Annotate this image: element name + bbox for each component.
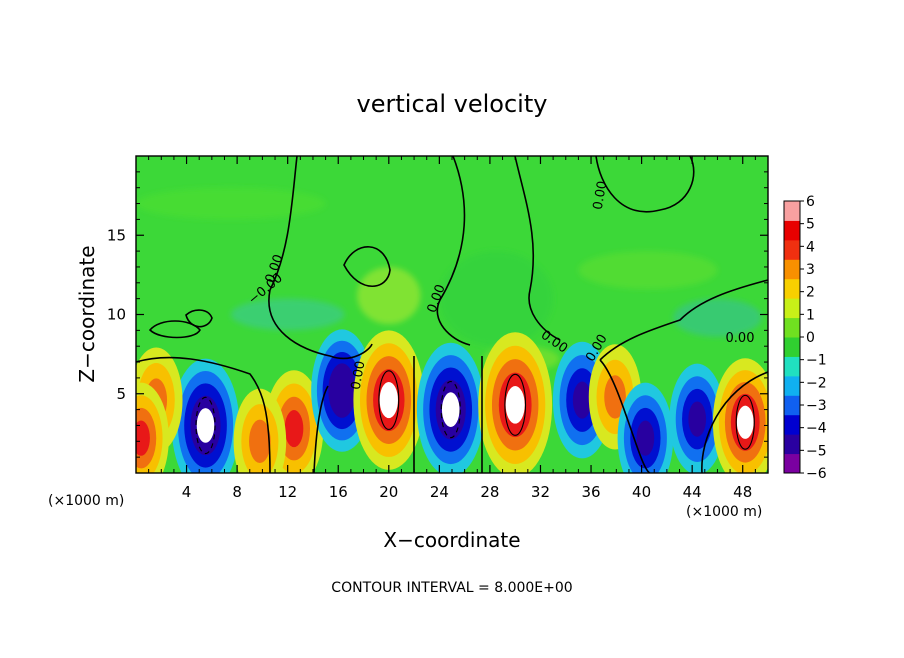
zero-contour — [595, 156, 695, 213]
x-tick-label: 20 — [379, 483, 398, 501]
colorbar-tick-label: 1 — [806, 307, 815, 323]
colorbar-segment — [784, 395, 800, 416]
velocity-cell — [505, 386, 525, 424]
zero-contour — [185, 309, 213, 328]
velocity-cell — [379, 382, 398, 419]
x-unit-right: (×1000 m) — [686, 504, 762, 520]
contour-interval-note: CONTOUR INTERVAL = 8.000E+00 — [331, 580, 572, 596]
colorbar-segment — [784, 356, 800, 377]
x-tick-label: 24 — [430, 483, 449, 501]
velocity-cell — [334, 374, 351, 407]
colorbar-tick-label: 5 — [806, 217, 815, 233]
x-tick-label: 48 — [733, 483, 752, 501]
zero-contour — [268, 156, 373, 360]
zero-contour — [599, 279, 768, 361]
velocity-cell — [572, 381, 592, 419]
zero-contour — [701, 371, 768, 473]
contour-lines — [136, 156, 768, 473]
colorbar-segment — [784, 220, 800, 241]
colorbar-tick-label: −6 — [806, 466, 827, 482]
x-tick-label: 8 — [232, 483, 242, 501]
y-axis-label: Z−coordinate — [75, 245, 99, 382]
velocity-cell — [284, 410, 304, 448]
inner-contour — [735, 394, 755, 450]
colorbar-segment — [784, 298, 800, 319]
x-tick-label: 32 — [531, 483, 550, 501]
chart-title: vertical velocity — [357, 90, 548, 118]
zero-contour — [514, 156, 561, 341]
velocity-cell — [636, 420, 655, 456]
colorbar-tick-label: 3 — [806, 262, 815, 278]
x-tick-label: 40 — [632, 483, 651, 501]
colorbar-tick-label: −3 — [806, 398, 827, 414]
inner-contour — [440, 380, 461, 439]
colorbar-segment — [784, 201, 800, 221]
colorbar-segment — [784, 239, 800, 260]
y-axis-ticks: 5 10 15 — [107, 171, 768, 458]
colorbar-tick-label: 6 — [806, 194, 815, 210]
colorbar-tick-label: −5 — [806, 443, 827, 459]
velocity-cell — [736, 405, 754, 439]
inner-contour — [504, 373, 527, 436]
colorbar-tick-label: −1 — [806, 353, 827, 369]
velocity-cell — [604, 375, 626, 419]
inner-contour — [195, 396, 216, 455]
colorbar-segment — [784, 434, 800, 455]
inner-contour — [378, 370, 400, 430]
zero-contour — [343, 246, 391, 288]
velocity-cell — [249, 419, 271, 463]
colorbar-tick-label: −4 — [806, 421, 827, 437]
velocity-cell — [441, 392, 460, 427]
colorbar-segment — [784, 375, 800, 396]
y-tick-label: 15 — [107, 226, 126, 244]
colorbar-segment — [784, 453, 800, 474]
contour-label: 0.00 — [726, 331, 755, 346]
background-patch — [578, 251, 718, 290]
velocity-cell — [196, 408, 215, 443]
y-tick-label: 10 — [107, 306, 126, 324]
background-patch — [357, 266, 421, 325]
x-unit-left: (×1000 m) — [48, 493, 124, 509]
zero-contour — [436, 156, 471, 346]
contour-label: 0.00 — [591, 180, 611, 211]
velocity-cells — [136, 329, 768, 473]
colorbar-tick-label: 0 — [806, 330, 815, 346]
zero-contour — [599, 359, 651, 473]
x-axis-ticks: 4 8 12 16 20 24 28 32 36 40 44 48 — [148, 156, 756, 501]
x-axis-label: X−coordinate — [383, 528, 520, 552]
colorbar-segment — [784, 337, 800, 357]
zero-contour — [148, 320, 201, 339]
x-tick-label: 44 — [683, 483, 702, 501]
zero-contour — [136, 356, 271, 473]
plot-area: 0.000.000.000.000.00 0.00 0.00−0.00 — [136, 156, 768, 473]
colorbar-segment — [784, 278, 800, 299]
colorbar-tick-label: 2 — [806, 285, 815, 301]
zero-contour — [313, 385, 329, 473]
colorbar: 6 5 4 3 2 1 0 −1 −2 −3 −4 −5 −6 — [783, 194, 827, 482]
colorbar-segment — [784, 317, 800, 338]
contour-label: 0.00 — [349, 360, 369, 391]
x-tick-label: 4 — [182, 483, 192, 501]
x-tick-label: 16 — [329, 483, 348, 501]
velocity-cell — [136, 420, 150, 456]
background-patch — [230, 298, 345, 331]
colorbar-segment — [784, 414, 800, 435]
x-tick-label: 12 — [278, 483, 297, 501]
y-tick-label: 5 — [116, 385, 126, 403]
colorbar-tick-label: 4 — [806, 239, 815, 255]
colorbar-segment — [784, 259, 800, 280]
x-tick-label: 28 — [480, 483, 499, 501]
background-patch — [439, 251, 554, 347]
colorbar-tick-label: −2 — [806, 375, 827, 391]
velocity-cell — [688, 401, 707, 437]
background-patch — [136, 187, 326, 220]
x-tick-label: 36 — [581, 483, 600, 501]
